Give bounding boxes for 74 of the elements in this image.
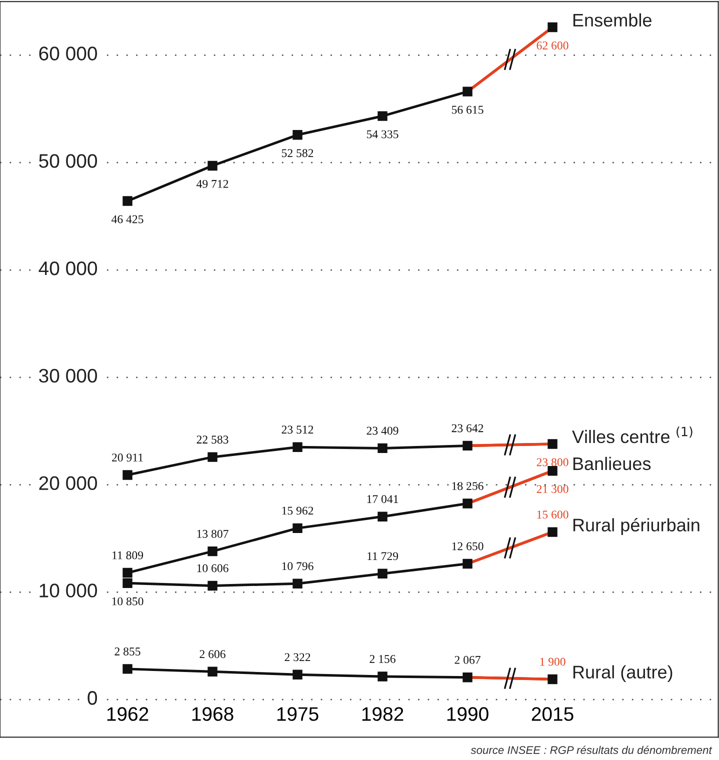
point [122, 470, 132, 480]
series-label: Villes centre $^{(1)}$ [572, 426, 692, 444]
data-label: 2 067 [454, 656, 480, 664]
data-label: 2 855 [114, 647, 140, 656]
y-tick-label: 20 000 [39, 476, 97, 490]
point [292, 578, 302, 589]
point [292, 130, 302, 140]
point [378, 568, 388, 579]
point [462, 498, 472, 508]
data-label: 46 425 [112, 215, 144, 224]
data-label: 23 800 [536, 458, 568, 466]
data-label: 2 156 [370, 655, 396, 663]
point [462, 86, 472, 96]
data-label: 23 409 [366, 426, 398, 435]
point [292, 442, 302, 452]
data-label: 15 962 [282, 506, 314, 515]
data-label: 1 900 [540, 658, 566, 666]
data-label: 52 582 [282, 149, 314, 158]
data-label: 20 911 [112, 454, 143, 462]
y-tick-label: 60 000 [39, 46, 97, 60]
point [378, 672, 388, 682]
series-label: Rural (autre) [573, 665, 672, 682]
x-tick-label: 1975 [277, 707, 318, 721]
point [122, 578, 132, 588]
point [292, 670, 302, 680]
data-label: 2 322 [284, 653, 310, 662]
series-label: Ensemble [573, 13, 652, 27]
data-label: 18 256 [452, 482, 484, 490]
data-label: 17 041 [367, 495, 398, 504]
series-label: Banlieues [573, 456, 651, 470]
data-label: 21 300 [536, 485, 568, 494]
y-tick-label: 0 [88, 691, 97, 705]
point [292, 523, 302, 534]
data-label: 10 796 [282, 562, 314, 570]
source-note: source INSEE : RGP résultats du dénombrement [470, 746, 712, 754]
point [208, 580, 218, 591]
y-tick-label: 10 000 [40, 584, 97, 598]
point [462, 440, 472, 451]
x-tick-label: 1962 [107, 707, 148, 721]
point [208, 666, 218, 676]
point [378, 443, 388, 454]
point [208, 160, 218, 171]
data-label: 10 850 [112, 597, 144, 606]
data-label: 15 600 [537, 510, 568, 519]
point [378, 512, 388, 522]
data-label: 11 809 [112, 551, 144, 560]
data-label: 12 650 [452, 542, 484, 550]
data-label: 49 712 [196, 180, 228, 188]
point [122, 568, 132, 578]
data-label: 23 512 [282, 426, 314, 434]
x-tick-label: 1968 [192, 707, 234, 721]
series-label: Rural périurbain [573, 518, 700, 536]
data-label: 54 335 [366, 130, 398, 138]
data-label: 23 642 [452, 424, 484, 432]
point [462, 558, 472, 569]
point [208, 452, 218, 462]
y-tick-label: 40 000 [38, 261, 97, 276]
data-label: 13 807 [197, 530, 228, 538]
data-label: 11 729 [368, 552, 398, 560]
y-tick-label: 30 000 [39, 368, 97, 383]
y-tick-label: 50 000 [39, 154, 97, 168]
data-label: 56 615 [452, 106, 484, 114]
point [122, 196, 132, 206]
data-label: 22 583 [196, 436, 228, 444]
point [208, 546, 218, 556]
point [462, 672, 472, 682]
x-tick-label: 1982 [362, 707, 404, 721]
x-tick-label: 1990 [447, 707, 488, 721]
data-label: 10 606 [197, 564, 228, 572]
point [122, 664, 132, 674]
x-tick-label: 2015 [532, 707, 574, 721]
data-label: 62 600 [536, 42, 568, 50]
point [378, 111, 388, 121]
data-label: 2 606 [200, 650, 226, 658]
